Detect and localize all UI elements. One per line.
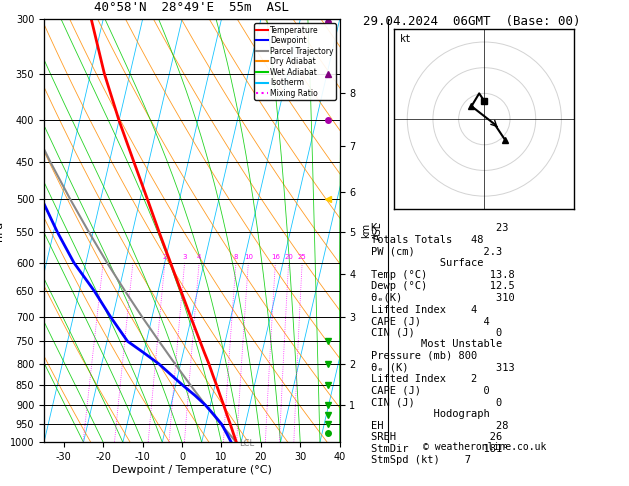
- Text: 3: 3: [182, 254, 187, 260]
- Text: 2: 2: [163, 254, 167, 260]
- Text: 25: 25: [298, 254, 306, 260]
- Title: 40°58'N  28°49'E  55m  ASL: 40°58'N 28°49'E 55m ASL: [94, 1, 289, 14]
- Legend: Temperature, Dewpoint, Parcel Trajectory, Dry Adiabat, Wet Adiabat, Isotherm, Mi: Temperature, Dewpoint, Parcel Trajectory…: [254, 23, 336, 100]
- Y-axis label: km
ASL: km ASL: [361, 222, 383, 240]
- Text: 8: 8: [234, 254, 238, 260]
- Text: kt: kt: [399, 34, 411, 44]
- Text: 20: 20: [284, 254, 293, 260]
- Text: © weatheronline.co.uk: © weatheronline.co.uk: [423, 442, 546, 451]
- Text: 29.04.2024  06GMT  (Base: 00): 29.04.2024 06GMT (Base: 00): [363, 15, 581, 28]
- Text: LCL: LCL: [240, 439, 255, 449]
- Text: 10: 10: [244, 254, 253, 260]
- Text: 16: 16: [271, 254, 280, 260]
- Text: K                   23
Totals Totals   48
PW (cm)           2.3
           Surfa: K 23 Totals Totals 48 PW (cm) 2.3 Surfa: [371, 224, 559, 466]
- X-axis label: Dewpoint / Temperature (°C): Dewpoint / Temperature (°C): [112, 465, 272, 475]
- Y-axis label: hPa: hPa: [0, 221, 4, 241]
- Text: 4: 4: [197, 254, 201, 260]
